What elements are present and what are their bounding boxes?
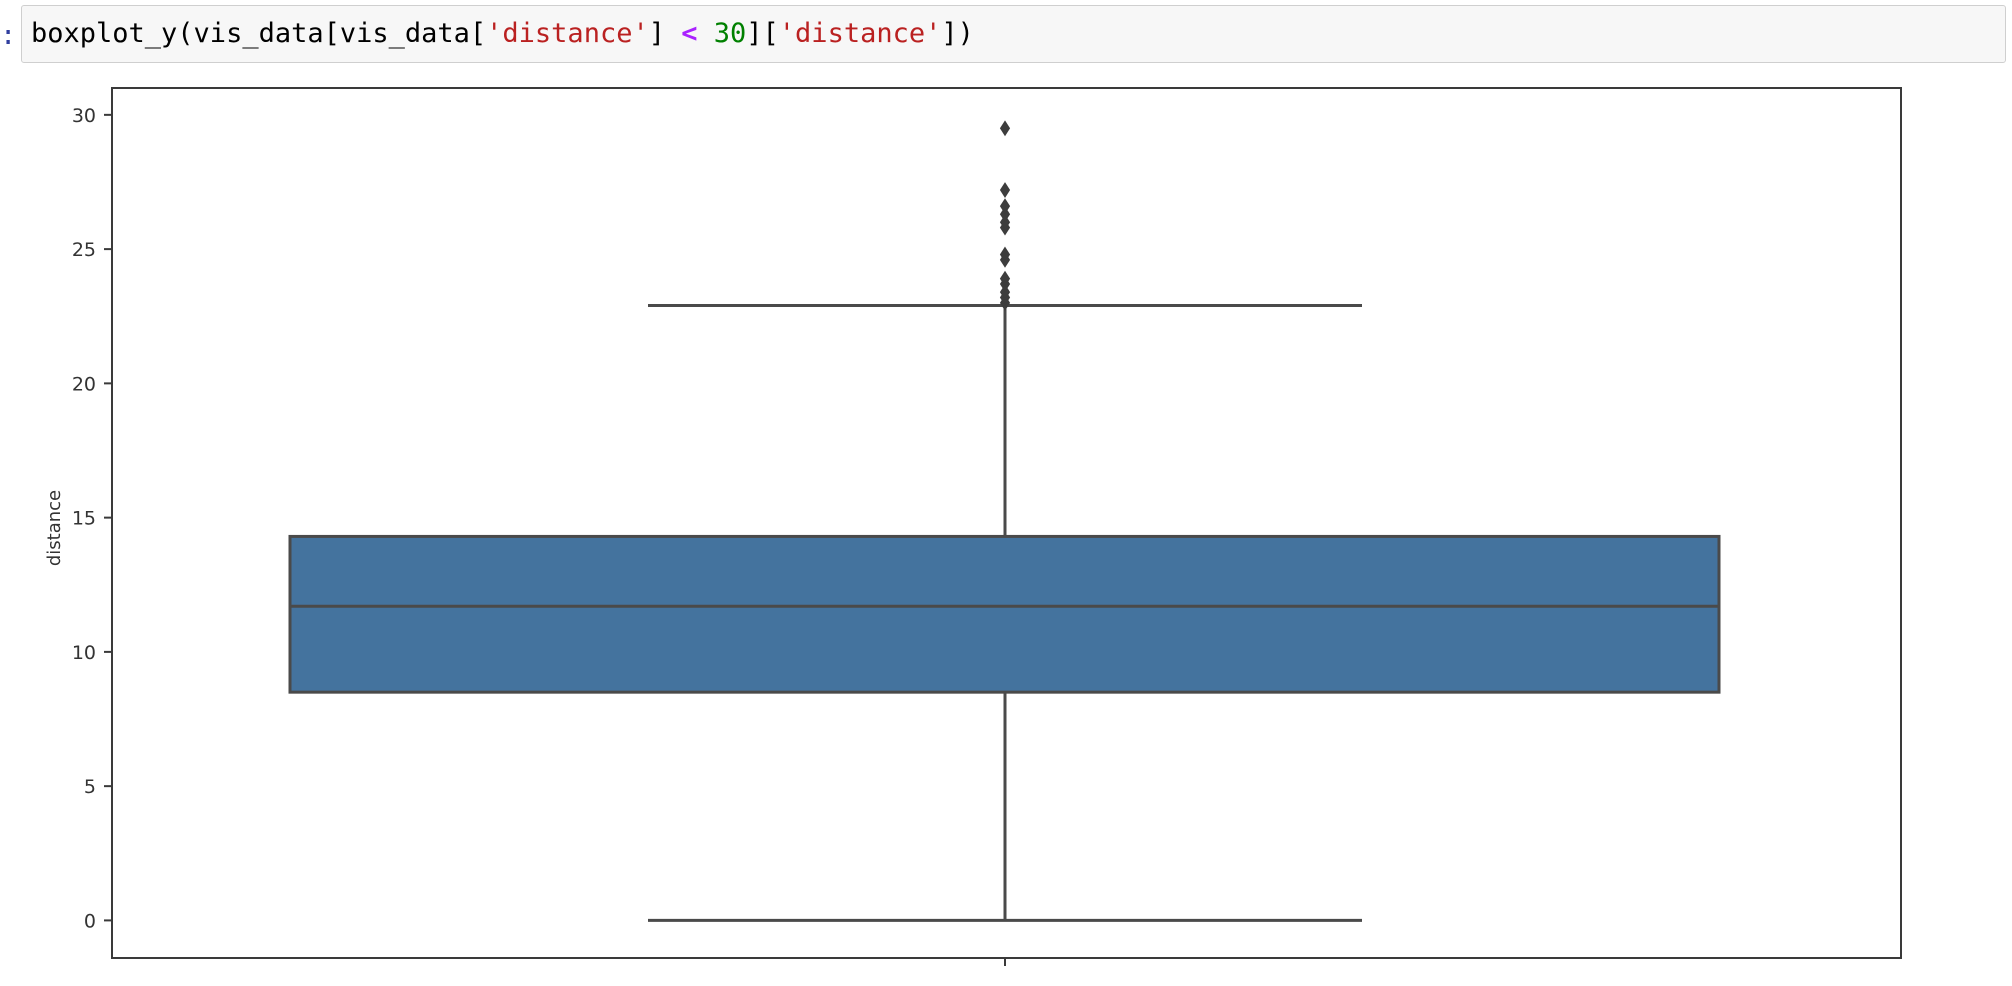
y-tick-label: 5	[84, 776, 96, 798]
outlier-point	[999, 182, 1011, 198]
code-token: boxplot_y(vis_data[vis_data[	[31, 18, 487, 49]
code-token: ]	[648, 18, 682, 49]
y-tick-label: 0	[84, 910, 96, 932]
y-tick-label: 20	[72, 373, 96, 395]
outlier-point	[999, 246, 1011, 263]
code-cell-input[interactable]: boxplot_y(vis_data[vis_data['distance'] …	[21, 5, 2006, 63]
y-tick-label: 25	[72, 239, 96, 261]
plot-frame	[111, 87, 1902, 959]
outlier-point	[999, 206, 1011, 223]
y-tick-label: 10	[72, 642, 96, 664]
code-token: 30	[713, 18, 747, 49]
code-token: ][	[746, 18, 779, 49]
chart-marks	[288, 120, 1721, 922]
boxplot-chart: 0 5 10 15 20 25 30 distance	[44, 87, 1902, 966]
code-token: 'distance'	[486, 18, 649, 49]
code-token	[698, 18, 714, 49]
cell-output: 0 5 10 15 20 25 30 distance	[0, 70, 2012, 986]
outlier-point	[999, 198, 1011, 215]
code-token: ])	[941, 18, 974, 49]
cell-prompt: :	[0, 20, 17, 51]
iqr-box	[288, 534, 1721, 694]
code-token: 'distance'	[778, 18, 942, 49]
outlier-point	[999, 284, 1011, 300]
outlier-point	[999, 270, 1011, 287]
outlier-point	[999, 120, 1011, 137]
y-tick-label: 15	[72, 508, 96, 530]
outlier-point	[999, 214, 1011, 231]
code-token: <	[681, 18, 698, 49]
y-axis-ticks: 0 5 10 15 20 25 30	[72, 105, 112, 932]
y-axis-label: distance	[44, 490, 65, 566]
y-tick-label: 30	[72, 105, 96, 127]
